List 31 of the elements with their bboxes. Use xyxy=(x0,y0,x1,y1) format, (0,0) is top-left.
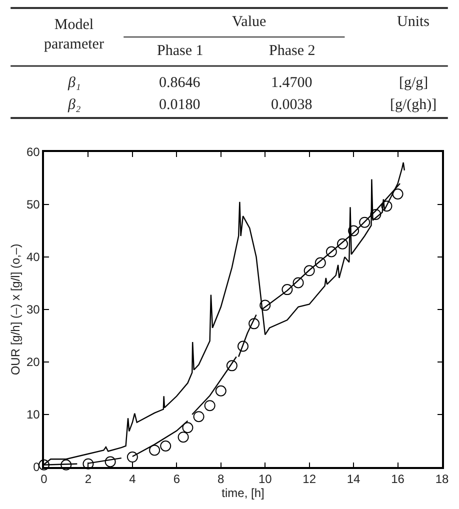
text: Phase 1 xyxy=(157,43,204,59)
text: 0.0180 xyxy=(159,97,200,113)
text: β₂ xyxy=(67,97,81,113)
x-tick-label: 6 xyxy=(173,472,180,486)
y-tick-label: 30 xyxy=(26,302,40,317)
text: [g/(gh)] xyxy=(390,97,437,113)
x-tick-label: 10 xyxy=(258,472,272,486)
x-tick-label: 16 xyxy=(391,472,405,486)
y-tick-label: 50 xyxy=(26,198,40,212)
text: 0.8646 xyxy=(159,75,201,91)
x-tick-label: 12 xyxy=(302,472,316,486)
text: 0.0038 xyxy=(271,97,312,113)
text: 1.4700 xyxy=(271,75,312,91)
y-tick-label: 60 xyxy=(26,145,40,160)
text: Units xyxy=(397,14,430,30)
y-tick-label: 20 xyxy=(26,355,40,370)
x-tick-label: 14 xyxy=(346,472,361,486)
x-tick-label: 8 xyxy=(218,472,225,486)
text: [g/g] xyxy=(399,75,428,91)
text: Value xyxy=(232,14,266,30)
text: Model parameter xyxy=(44,17,104,52)
text: β₁ xyxy=(67,75,81,91)
y-tick-label: 0 xyxy=(33,460,40,474)
x-tick-label: 4 xyxy=(129,472,136,486)
y-tick-label: 10 xyxy=(26,408,40,422)
y-tick-label: 40 xyxy=(26,250,40,264)
y-axis-title: OUR [g/h] (–) x [g/l] (o,–) xyxy=(8,244,22,376)
x-tick-label: 2 xyxy=(84,472,92,486)
text: Phase 2 xyxy=(269,43,316,59)
x-axis-title: time, [h] xyxy=(222,486,264,500)
x-tick-label: 18 xyxy=(435,472,449,486)
